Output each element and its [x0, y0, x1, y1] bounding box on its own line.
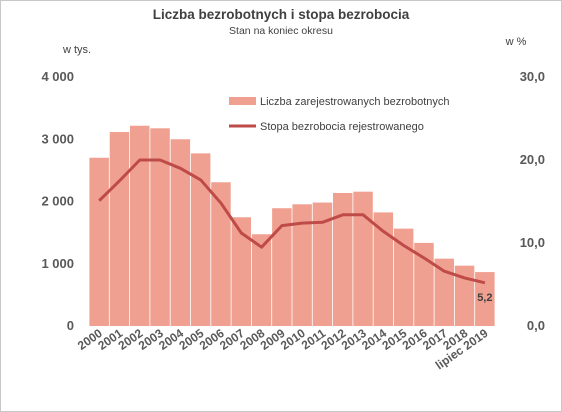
bar-2005 — [190, 153, 211, 326]
bar-2013 — [353, 191, 373, 326]
bar-2017 — [434, 258, 454, 326]
legend-line-label: Stopa bezrobocia rejestrowanego — [260, 121, 424, 133]
right-tick-label: 0,0 — [527, 318, 545, 333]
bar-2006 — [211, 182, 231, 326]
right-tick-label: 10,0 — [520, 235, 545, 250]
bar-2004 — [170, 139, 191, 326]
left-tick-label: 2 000 — [41, 194, 74, 209]
left-tick-label: 4 000 — [41, 69, 74, 84]
right-tick-label: 20,0 — [520, 152, 545, 167]
unemployment-rate-line — [98, 158, 486, 285]
right-tick-label: 30,0 — [520, 69, 545, 84]
bar-2010 — [292, 204, 312, 326]
bar-2001 — [109, 132, 130, 326]
bar-series — [89, 125, 495, 326]
bar-2015 — [393, 228, 414, 326]
left-axis-ticks: 0 1 000 2 000 3 000 4 000 — [41, 69, 74, 333]
chart-title: Liczba bezrobotnych i stopa bezrobocia — [152, 7, 410, 22]
bar-2008 — [251, 234, 272, 326]
bar-2007 — [231, 217, 251, 326]
bar-2002 — [130, 125, 150, 326]
left-tick-label: 1 000 — [41, 256, 74, 271]
left-axis-unit: w tys. — [62, 44, 91, 56]
right-axis-unit: w % — [505, 36, 527, 48]
left-tick-label: 3 000 — [41, 131, 74, 146]
line-series — [98, 158, 486, 285]
chart-subtitle: Stan na koniec okresu — [229, 25, 333, 37]
bar-2000 — [89, 157, 109, 326]
legend: Liczba zarejestrowanych bezrobotnych Sto… — [229, 96, 450, 133]
bar-2012 — [333, 192, 353, 326]
legend-bar-swatch — [229, 97, 256, 105]
left-tick-label: 0 — [67, 318, 74, 333]
bar-2014 — [373, 212, 394, 326]
data-label: 5,2 — [477, 292, 492, 304]
category-labels: 2000200120022003200420052006200720082009… — [75, 326, 491, 373]
data-labels: 5,2 — [477, 292, 492, 304]
bar-2016 — [414, 242, 434, 326]
bar-lipiec-2019 — [475, 272, 495, 326]
right-axis-ticks: 0,0 10,0 20,0 30,0 — [520, 69, 545, 333]
bar-2003 — [150, 128, 170, 326]
legend-bar-label: Liczba zarejestrowanych bezrobotnych — [260, 96, 450, 108]
bar-2009 — [272, 208, 292, 326]
bar-2018 — [454, 265, 475, 326]
bar-2011 — [312, 202, 333, 326]
